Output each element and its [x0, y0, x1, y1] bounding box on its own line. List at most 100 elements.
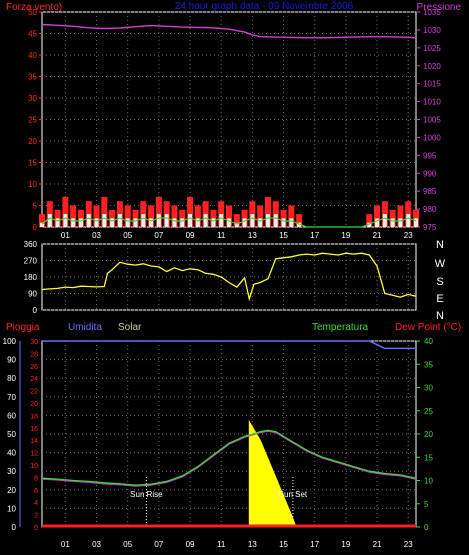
pressure-line — [41, 23, 417, 39]
avg-wind-bar — [390, 218, 395, 227]
humidity-tick-label: 100 — [3, 337, 17, 346]
x-tick-label: 07 — [154, 231, 163, 240]
right-tick-label: 990 — [423, 169, 437, 178]
temp-tick-label: 40 — [424, 337, 433, 346]
right-tick-label: 1000 — [423, 133, 441, 142]
x-tick-label: 17 — [310, 540, 319, 549]
avg-wind-bar — [156, 214, 161, 227]
x-tick-label: 05 — [123, 231, 132, 240]
avg-wind-bar — [47, 214, 52, 227]
avg-wind-bar — [86, 214, 91, 227]
x-tick-label: 09 — [186, 540, 195, 549]
legend-item: Pioggia — [6, 322, 40, 333]
rain-tick-label: 18 — [30, 413, 38, 420]
gust-bar — [194, 205, 201, 227]
x-tick-label: 05 — [123, 540, 132, 549]
gust-bar — [93, 205, 100, 227]
gust-bar — [124, 205, 131, 227]
direction-tick-label: 270 — [24, 257, 38, 266]
direction-tick-label: 180 — [24, 273, 38, 282]
right-tick-label: 985 — [423, 187, 437, 196]
avg-wind-bar — [250, 214, 255, 227]
avg-wind-bar — [110, 218, 115, 227]
avg-wind-bar — [195, 218, 200, 227]
chart-title: 24 hour graph data - 09 Novembre 2006 — [175, 1, 354, 12]
solar-area — [248, 419, 297, 528]
rain-tick-label: 26 — [30, 364, 38, 371]
rain-tick-label: 16 — [30, 426, 38, 433]
left-tick-label: 35 — [28, 73, 37, 82]
avg-wind-bar — [63, 214, 68, 227]
legend-item: Solar — [118, 322, 142, 333]
avg-wind-bar — [289, 218, 294, 227]
left-tick-label: 5 — [33, 202, 38, 211]
avg-wind-bar — [40, 222, 44, 227]
humidity-tick-label: 90 — [7, 356, 16, 365]
x-tick-label: 07 — [154, 540, 163, 549]
left-tick-label: 45 — [28, 30, 37, 39]
legend-item: Umidita — [68, 322, 102, 333]
right-tick-label: 1005 — [423, 116, 441, 125]
humidity-tick-label: 70 — [7, 393, 16, 402]
avg-wind-bar — [188, 214, 193, 227]
x-tick-label: 23 — [404, 231, 413, 240]
direction-tick-label: 90 — [28, 290, 37, 299]
x-tick-label: 15 — [279, 540, 288, 549]
direction-tick-label: 0 — [33, 306, 38, 315]
x-tick-label: 21 — [373, 231, 382, 240]
gust-bar — [62, 196, 69, 227]
avg-wind-bar — [149, 218, 154, 227]
direction-line — [41, 252, 417, 302]
direction-tick-label: 360 — [24, 240, 38, 249]
rain-tick-label: 2 — [34, 513, 38, 520]
temp-tick-label: 0 — [424, 523, 429, 532]
left-tick-label: 30 — [28, 94, 37, 103]
rain-tick-label: 4 — [34, 500, 38, 507]
compass-label: E — [436, 293, 443, 305]
gust-bar — [39, 214, 45, 227]
sun-label: Sun Rise — [130, 490, 163, 499]
compass-label: S — [436, 276, 443, 288]
avg-wind-bar — [297, 222, 302, 227]
avg-wind-bar — [94, 218, 99, 227]
temperature-line — [41, 429, 417, 486]
right-tick-label: 1030 — [423, 26, 441, 35]
rain-tick-label: 0 — [34, 525, 38, 532]
avg-wind-bar — [117, 214, 122, 227]
avg-wind-bar — [102, 214, 107, 227]
left-tick-label: 50 — [28, 8, 37, 17]
gust-bar — [264, 196, 271, 227]
gust-bar — [171, 205, 178, 227]
gust-bar — [257, 205, 264, 227]
right-tick-label: 1010 — [423, 98, 441, 107]
rain-tick-label: 6 — [34, 488, 38, 495]
gust-bar — [70, 205, 77, 227]
right-tick-label: 1020 — [423, 62, 441, 71]
right-tick-label: 1025 — [423, 44, 441, 53]
temp-tick-label: 5 — [424, 500, 429, 509]
avg-wind-bar — [242, 218, 247, 227]
left-tick-label: 20 — [28, 137, 37, 146]
x-tick-label: 13 — [248, 540, 257, 549]
avg-wind-bar — [234, 222, 239, 227]
x-tick-label: 13 — [248, 231, 257, 240]
avg-wind-bar — [125, 218, 130, 227]
gust-bar — [288, 205, 295, 227]
right-tick-label: 995 — [423, 151, 437, 160]
rain-tick-label: 30 — [30, 339, 38, 346]
avg-wind-bar — [172, 218, 177, 227]
left-tick-label: 40 — [28, 51, 37, 60]
right-tick-label: 980 — [423, 205, 437, 214]
avg-wind-bar — [55, 218, 60, 227]
left-tick-label: 10 — [28, 180, 37, 189]
avg-wind-bar — [219, 214, 224, 227]
gust-bar — [101, 196, 108, 227]
humidity-tick-label: 0 — [12, 523, 17, 532]
left-axis-title: Forza vento) — [6, 2, 62, 13]
gust-bar — [374, 205, 381, 227]
avg-wind-bar — [227, 218, 231, 227]
avg-wind-bar — [141, 214, 146, 227]
avg-wind-bar — [203, 214, 208, 227]
rain-tick-label: 14 — [30, 438, 38, 445]
